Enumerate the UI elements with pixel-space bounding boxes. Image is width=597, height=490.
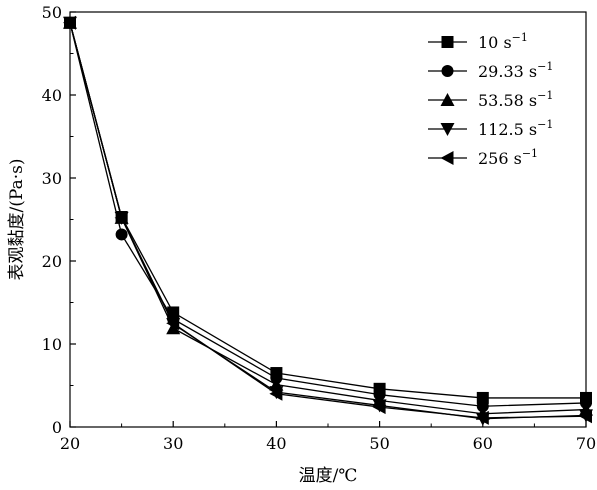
series-line [69,22,587,415]
legend-marker [440,123,455,136]
legend-label: 256 s−1 [478,147,538,168]
y-tick-label: 10 [42,335,62,354]
series-5 [63,15,592,425]
x-tick-label: 70 [576,434,596,453]
series-line [69,22,587,420]
y-tick-label: 30 [42,169,62,188]
x-tick-label: 30 [163,434,183,453]
legend: 10 s−1 29.33 s−1 53.58 s−1 112.5 s−1 256 s−1 [428,31,553,168]
y-axis-label: 表观黏度/(Pa·s) [7,159,27,281]
x-tick-label: 40 [266,434,286,453]
legend-entry: 256 s−1 [428,147,538,168]
legend-label: 53.58 s−1 [478,89,553,110]
x-tick-label: 60 [473,434,493,453]
legend-entry: 29.33 s−1 [428,60,553,81]
data-point [114,210,128,225]
legend-marker [441,65,454,77]
legend-label: 112.5 s−1 [478,118,553,139]
legend-label: 29.33 s−1 [478,60,553,81]
legend-entry: 10 s−1 [428,31,528,52]
legend-label: 10 s−1 [478,31,528,52]
data-point [269,386,283,401]
axes: 20 30 40 50 60 70 0 10 20 30 40 50 [42,3,597,453]
y-tick-label: 50 [42,3,62,22]
data-point [166,316,180,331]
legend-marker [441,36,454,48]
legend-entry: 112.5 s−1 [428,118,553,139]
data-point [372,400,386,415]
y-tick-label: 20 [42,252,62,271]
data-point [475,410,489,425]
y-tick-label: 0 [52,418,62,437]
data-point [476,400,489,413]
data-point [115,228,128,241]
x-axis-label: 温度/℃ [299,466,358,486]
legend-entry: 53.58 s−1 [428,89,553,110]
data-point [476,391,489,404]
legend-marker [440,93,455,106]
x-tick-label: 50 [369,434,389,453]
y-tick-label: 40 [42,86,62,105]
x-tick-label: 20 [60,434,80,453]
series-line [69,22,587,419]
legend-marker [440,151,454,165]
